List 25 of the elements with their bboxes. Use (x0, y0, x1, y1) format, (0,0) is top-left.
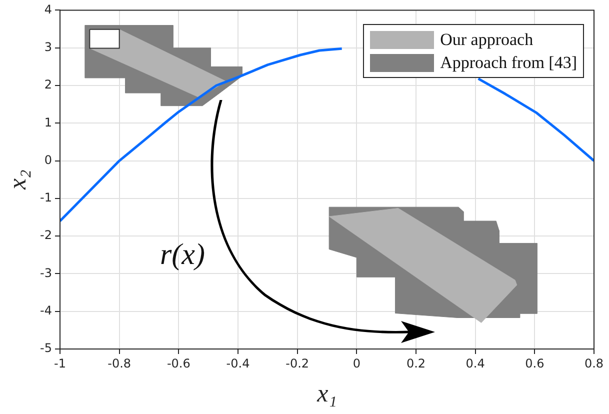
y-tick-label: 0 (44, 152, 52, 167)
x-tick-label: -1 (54, 356, 66, 370)
x-tick-label: 0.4 (466, 356, 485, 370)
y-tick-label: 1 (44, 115, 52, 130)
legend-label: Our approach (440, 29, 534, 51)
y-tick-label: -3 (40, 266, 52, 280)
x-tick-label: -0.4 (226, 356, 250, 370)
y-tick-label: -5 (40, 341, 52, 356)
x-tick-label: 0.2 (406, 356, 426, 370)
x-tick-label: -0.8 (108, 356, 132, 370)
y-tick-label: 2 (44, 78, 52, 92)
y-tick-label: -1 (40, 190, 52, 205)
x-tick-label: 0.8 (584, 356, 604, 370)
x-tick-label: -0.6 (166, 356, 190, 370)
legend-label: Approach from [43] (440, 52, 577, 74)
x-tick-label: 0 (352, 356, 360, 370)
annotation: r(x) (160, 238, 205, 272)
y-axis-title: x₂ (4, 169, 32, 190)
x-axis-title: x₁ (316, 380, 337, 408)
y-tick-label: 4 (44, 2, 52, 16)
y-tick-label: -2 (40, 228, 52, 242)
y-tick-label: -4 (40, 303, 52, 318)
y-tick-label: 3 (44, 40, 52, 54)
x-tick-label: 0.6 (525, 356, 544, 370)
x-tick-label: -0.2 (286, 356, 310, 370)
